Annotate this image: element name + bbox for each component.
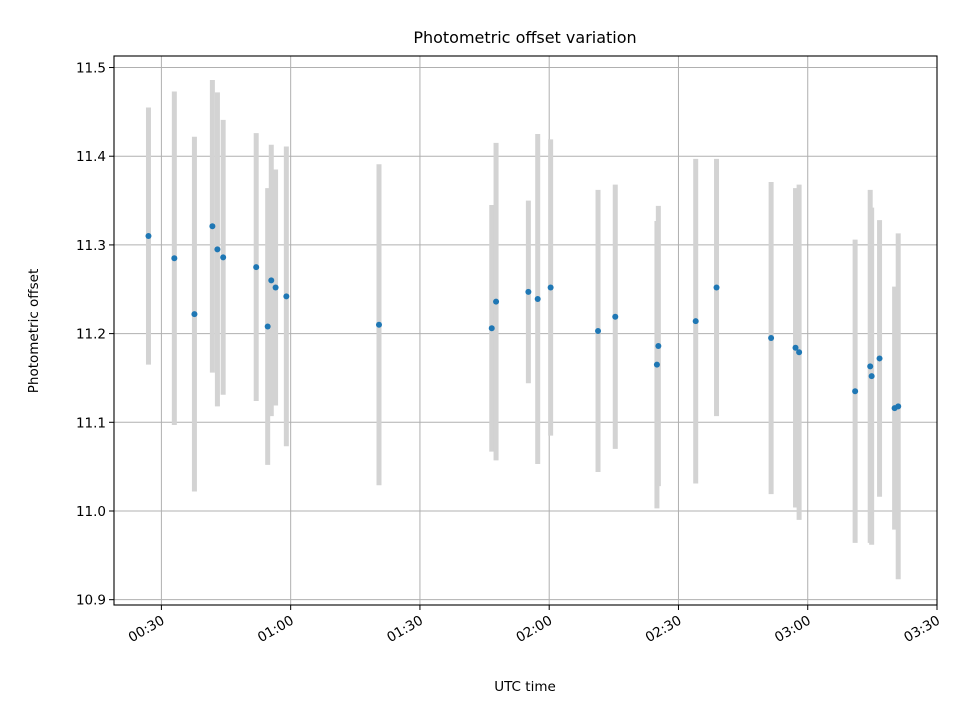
data-point — [692, 318, 699, 325]
data-point — [547, 284, 554, 291]
data-point — [253, 264, 260, 271]
x-axis-label: UTC time — [494, 679, 556, 695]
data-points — [145, 223, 902, 412]
y-tick-label: 11.5 — [76, 61, 106, 77]
plot-frame — [113, 55, 938, 606]
data-point — [220, 254, 227, 261]
y-tick-label: 11.1 — [76, 415, 106, 431]
data-point — [653, 361, 660, 368]
data-point — [283, 293, 290, 300]
y-tick-label: 11.4 — [76, 149, 106, 165]
data-point — [796, 349, 803, 356]
data-point — [768, 335, 775, 342]
data-point — [268, 277, 275, 284]
data-point — [534, 296, 541, 303]
data-point — [171, 255, 178, 262]
data-point — [792, 344, 799, 351]
data-point — [852, 388, 859, 395]
y-axis-label: Photometric offset — [26, 269, 42, 393]
data-point — [612, 313, 619, 320]
data-point — [867, 363, 874, 370]
data-point — [655, 343, 662, 350]
data-point — [375, 321, 382, 328]
data-point — [145, 233, 152, 240]
data-point — [525, 288, 532, 295]
y-tick-label: 10.9 — [76, 593, 106, 609]
data-point — [868, 373, 875, 380]
data-point — [488, 325, 495, 332]
data-point — [272, 284, 279, 291]
y-tick-label: 11.2 — [76, 327, 106, 343]
y-axis-ticks: 10.9 11.0 11.1 11.2 11.3 11.4 11.5 — [76, 61, 114, 609]
y-tick-label: 11.3 — [76, 238, 106, 254]
data-point — [876, 355, 883, 362]
data-point — [895, 403, 902, 410]
plot-area — [114, 56, 937, 605]
y-tick-label: 11.0 — [76, 504, 106, 520]
chart-title: Photometric offset variation — [413, 28, 636, 47]
data-point — [191, 311, 198, 318]
data-point — [264, 323, 271, 330]
data-point — [595, 327, 602, 334]
data-point — [493, 298, 500, 305]
data-point — [713, 284, 720, 291]
data-point — [214, 246, 221, 253]
data-point — [209, 223, 216, 230]
